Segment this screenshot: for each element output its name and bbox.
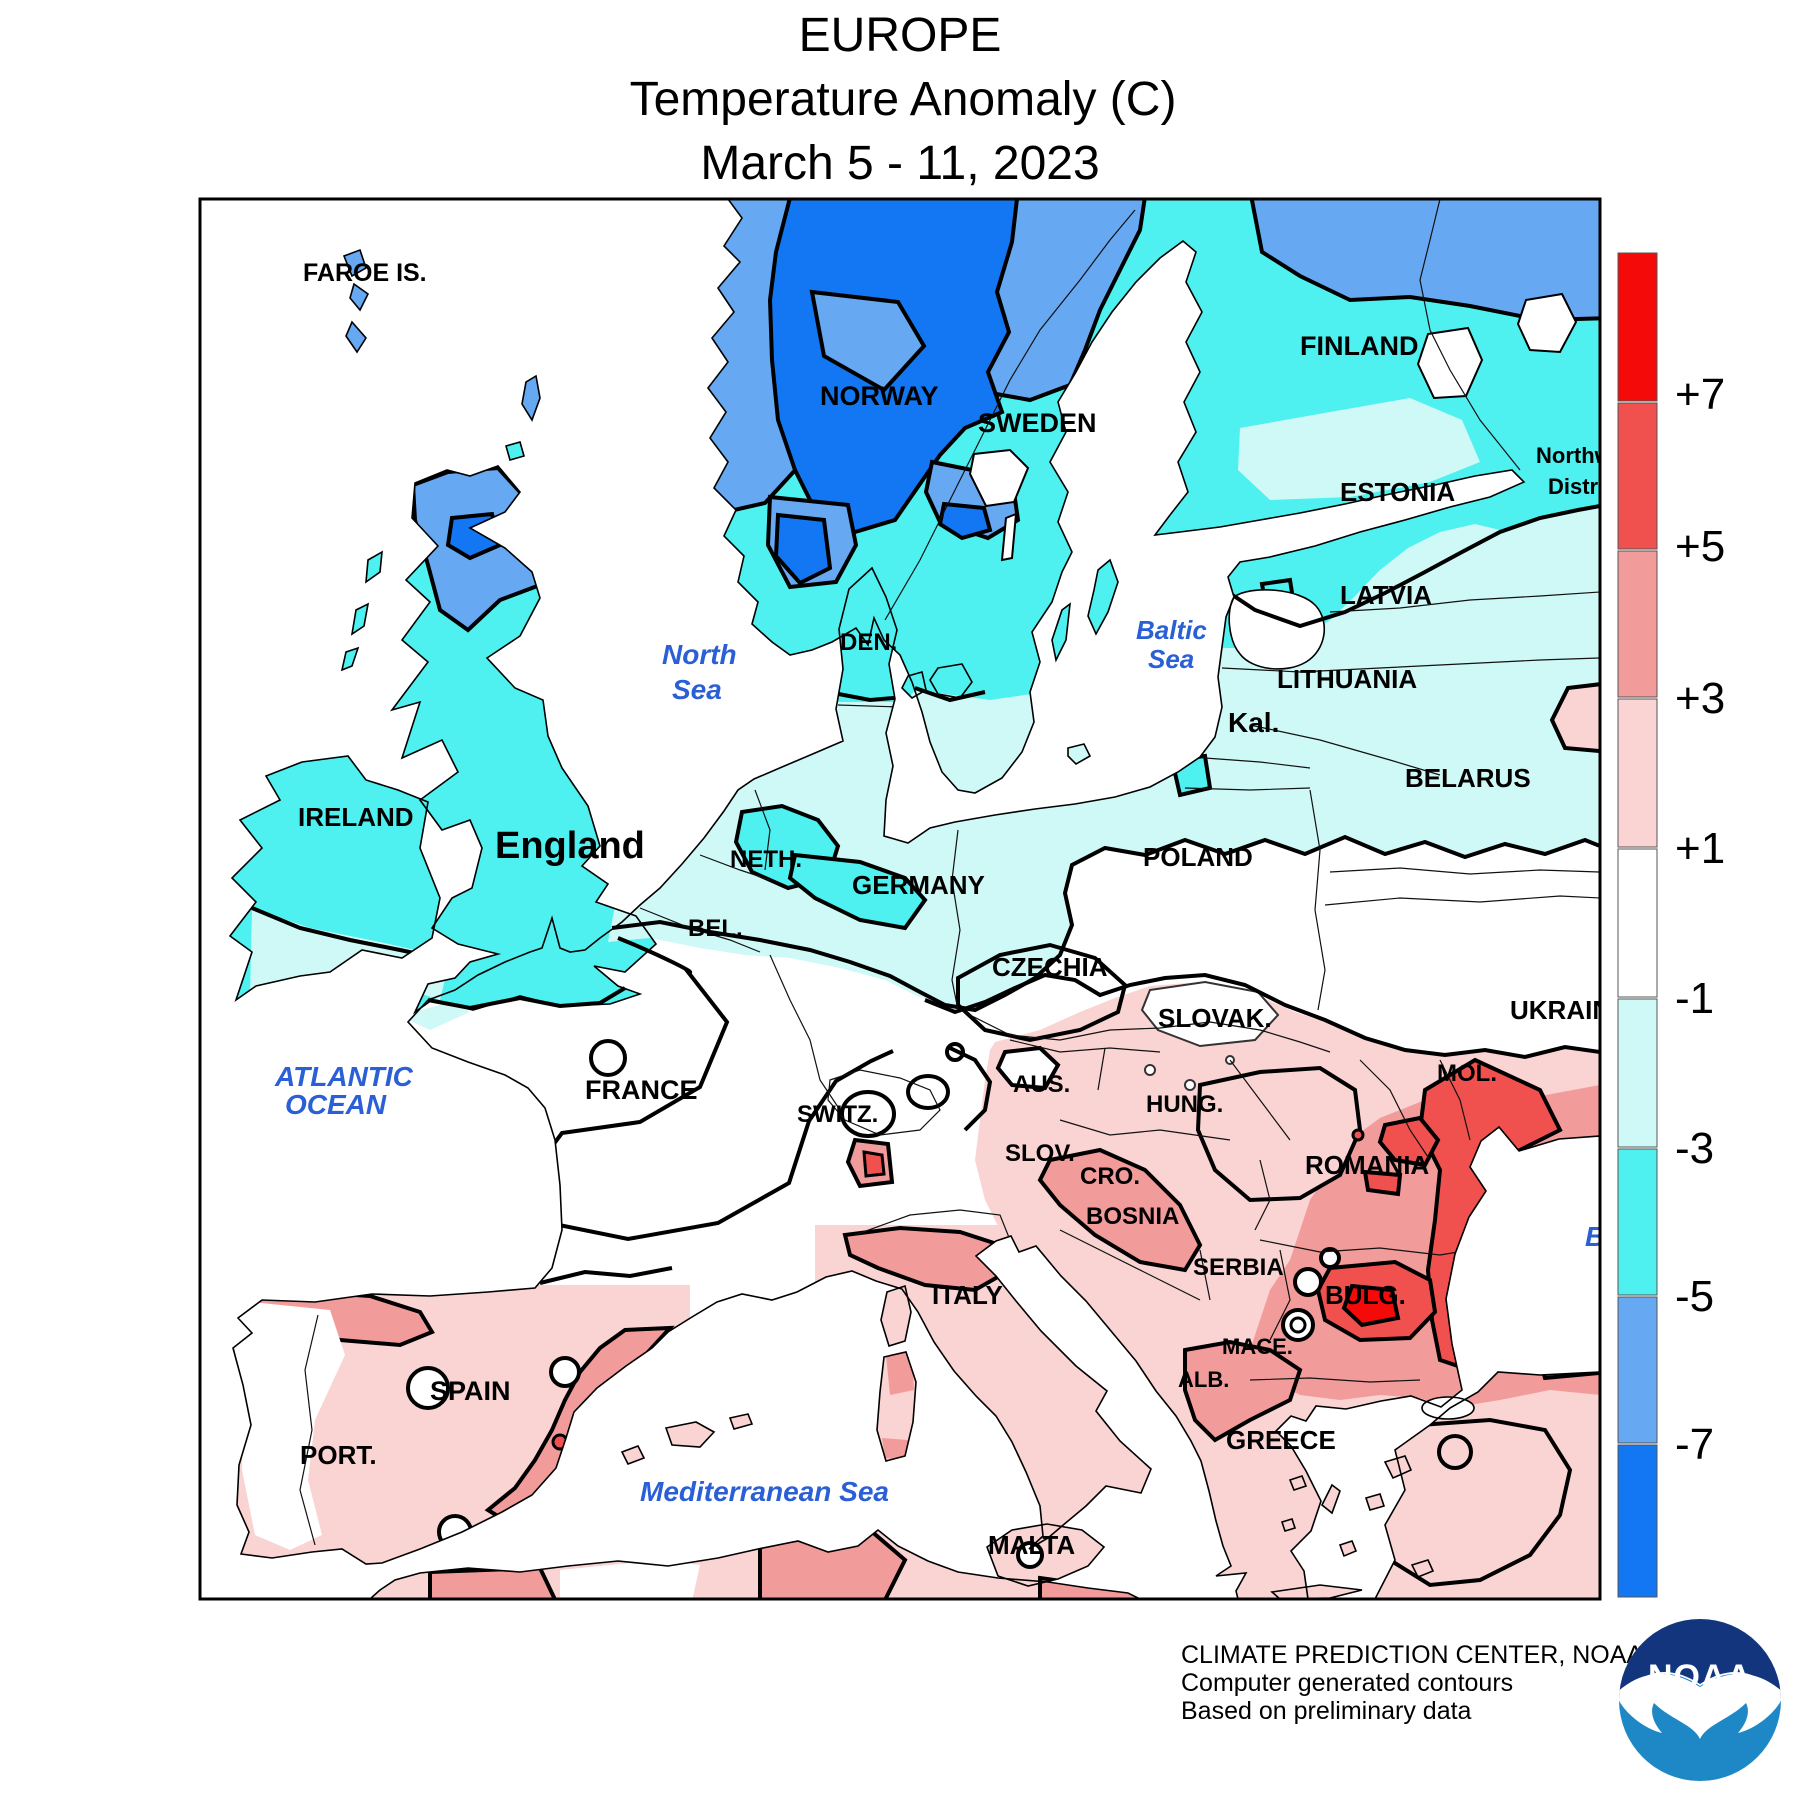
svg-text:Baltic: Baltic bbox=[1136, 615, 1207, 645]
svg-text:Sea: Sea bbox=[672, 674, 722, 705]
svg-text:SWEDEN: SWEDEN bbox=[978, 408, 1097, 438]
svg-text:GREECE: GREECE bbox=[1226, 1425, 1336, 1455]
svg-text:FRANCE: FRANCE bbox=[585, 1075, 698, 1105]
svg-text:CZECHIA: CZECHIA bbox=[992, 952, 1108, 982]
svg-text:-3: -3 bbox=[1675, 1124, 1714, 1173]
svg-text:SWITZ.: SWITZ. bbox=[797, 1101, 878, 1128]
svg-text:ALB.: ALB. bbox=[1178, 1367, 1229, 1392]
svg-text:+7: +7 bbox=[1675, 370, 1725, 419]
svg-text:Computer generated contours: Computer generated contours bbox=[1181, 1669, 1513, 1697]
svg-text:BULG.: BULG. bbox=[1325, 1280, 1406, 1310]
svg-text:MALTA: MALTA bbox=[988, 1530, 1075, 1560]
svg-text:OCEAN: OCEAN bbox=[285, 1089, 387, 1120]
svg-text:+5: +5 bbox=[1675, 522, 1725, 571]
svg-text:Distri: Distri bbox=[1548, 474, 1604, 499]
svg-text:BELARUS: BELARUS bbox=[1405, 763, 1531, 793]
svg-text:IRELAND: IRELAND bbox=[298, 802, 414, 832]
svg-text:NOAA: NOAA bbox=[1648, 1658, 1752, 1696]
svg-text:BEL.: BEL. bbox=[688, 915, 743, 942]
svg-text:SPAIN: SPAIN bbox=[430, 1376, 511, 1406]
svg-text:ATLANTIC: ATLANTIC bbox=[274, 1061, 414, 1092]
svg-text:AUS.: AUS. bbox=[1013, 1071, 1070, 1098]
svg-text:North: North bbox=[662, 639, 737, 670]
svg-text:LATVIA: LATVIA bbox=[1340, 580, 1432, 610]
svg-text:NETH.: NETH. bbox=[730, 846, 802, 873]
svg-text:Based on preliminary data: Based on preliminary data bbox=[1181, 1697, 1472, 1725]
svg-text:FINLAND: FINLAND bbox=[1300, 331, 1418, 361]
svg-text:ESTONIA: ESTONIA bbox=[1340, 477, 1455, 507]
svg-text:NORWAY: NORWAY bbox=[820, 381, 939, 411]
svg-text:B: B bbox=[1585, 1221, 1605, 1252]
svg-text:PORT.: PORT. bbox=[300, 1440, 377, 1470]
svg-text:DEN.: DEN. bbox=[840, 629, 897, 656]
svg-text:GERMANY: GERMANY bbox=[852, 870, 985, 900]
svg-text:ITALY: ITALY bbox=[932, 1280, 1003, 1310]
svg-text:UKRAINE: UKRAINE bbox=[1510, 995, 1628, 1025]
svg-text:+1: +1 bbox=[1675, 824, 1725, 873]
svg-text:SLOVAK.: SLOVAK. bbox=[1158, 1003, 1272, 1033]
svg-text:BOSNIA: BOSNIA bbox=[1086, 1203, 1179, 1230]
svg-text:-1: -1 bbox=[1675, 974, 1714, 1023]
svg-text:POLAND: POLAND bbox=[1143, 842, 1253, 872]
svg-text:SLOV.: SLOV. bbox=[1005, 1140, 1075, 1167]
svg-text:MACE.: MACE. bbox=[1222, 1334, 1293, 1359]
svg-text:CLIMATE PREDICTION CENTER, NOA: CLIMATE PREDICTION CENTER, NOAA bbox=[1181, 1641, 1643, 1669]
svg-text:CRO.: CRO. bbox=[1080, 1163, 1140, 1190]
svg-text:-5: -5 bbox=[1675, 1272, 1714, 1321]
svg-text:ROMANIA: ROMANIA bbox=[1305, 1150, 1429, 1180]
svg-text:Sea: Sea bbox=[1148, 644, 1194, 674]
svg-text:Mediterranean Sea: Mediterranean Sea bbox=[640, 1476, 889, 1507]
svg-text:SERBIA: SERBIA bbox=[1193, 1254, 1284, 1281]
svg-text:HUNG.: HUNG. bbox=[1146, 1091, 1223, 1118]
svg-text:Kal.: Kal. bbox=[1228, 707, 1279, 738]
svg-text:-7: -7 bbox=[1675, 1420, 1714, 1469]
svg-text:LITHUANIA: LITHUANIA bbox=[1277, 664, 1417, 694]
svg-text:England: England bbox=[495, 825, 645, 867]
svg-text:Northw: Northw bbox=[1536, 443, 1613, 468]
svg-text:MOL.: MOL. bbox=[1437, 1060, 1497, 1087]
svg-text:+3: +3 bbox=[1675, 674, 1725, 723]
svg-text:FAROE IS.: FAROE IS. bbox=[303, 259, 427, 287]
